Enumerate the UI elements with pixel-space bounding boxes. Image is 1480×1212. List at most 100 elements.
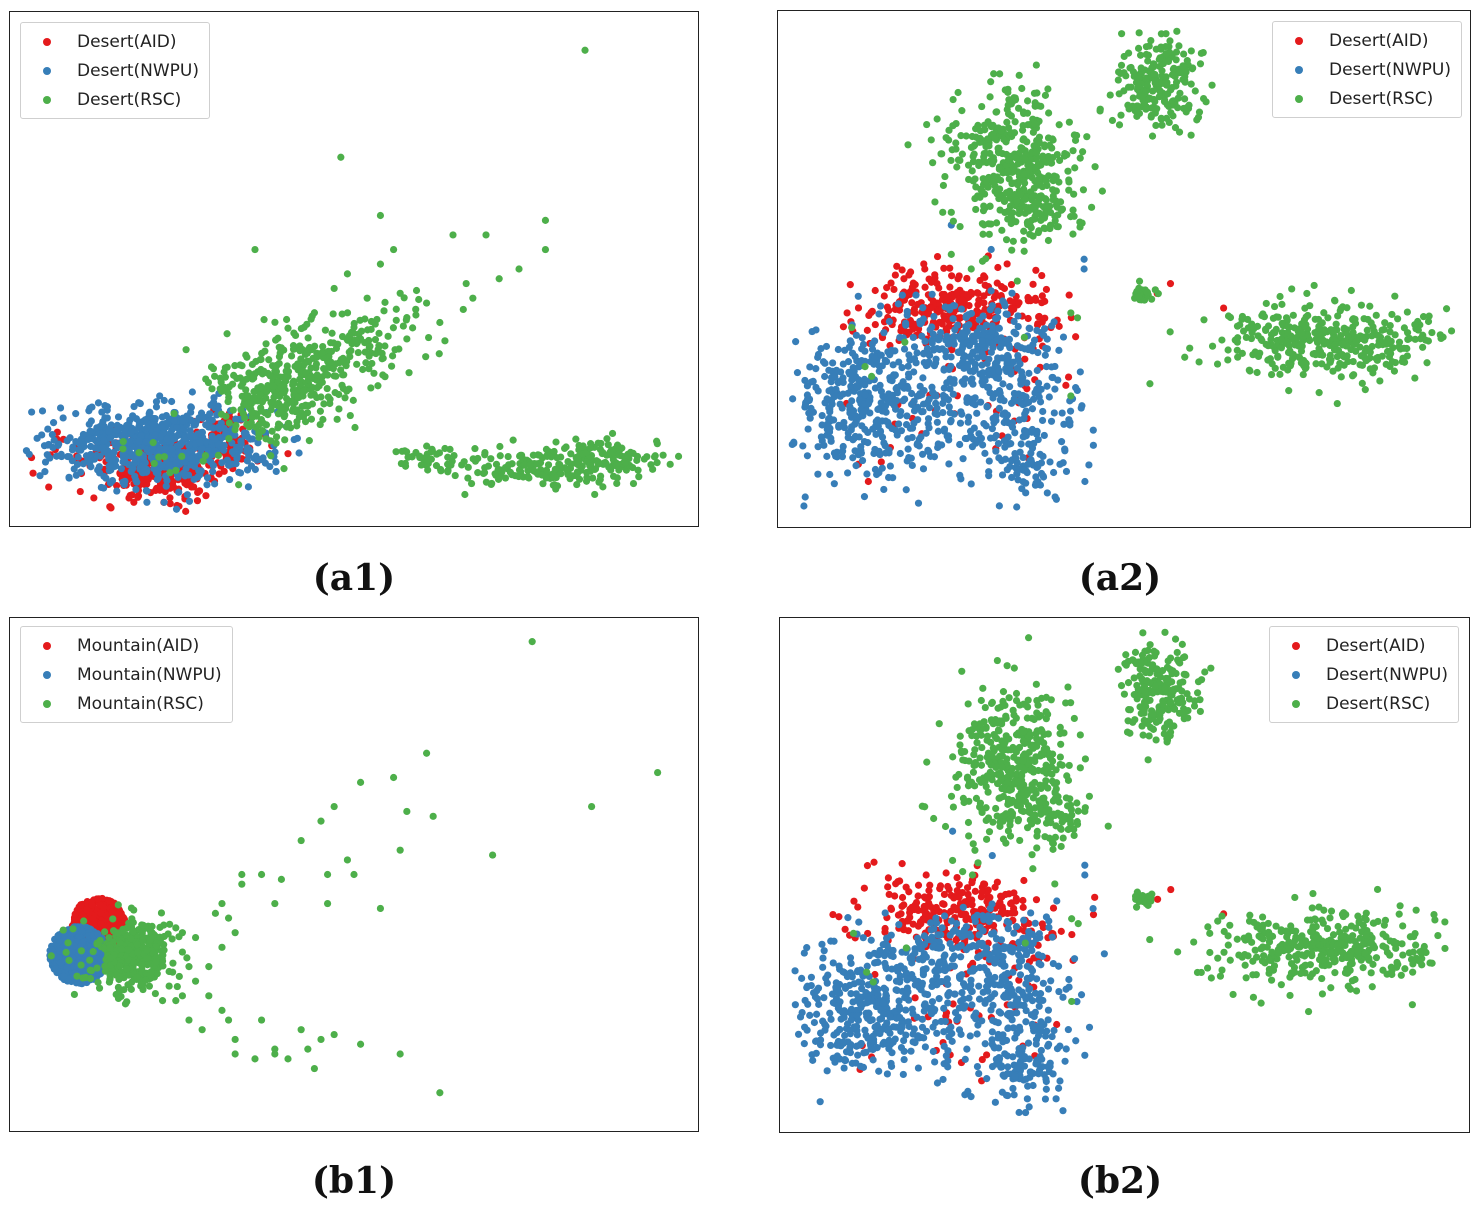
scatter-point [606,448,614,456]
scatter-point [196,438,204,447]
scatter-point [326,399,334,408]
scatter-point [993,108,1001,116]
scatter-point [941,172,949,181]
scatter-point [232,460,240,468]
scatter-point [183,491,191,499]
scatter-point [392,448,400,456]
scatter-point [119,445,127,453]
scatter-point [1324,314,1332,322]
scatter-point [119,450,127,458]
scatter-point [233,443,241,451]
scatter-point [509,436,517,444]
scatter-point [1010,317,1018,326]
scatter-point [544,461,553,469]
scatter-point [1301,364,1309,373]
scatter-point [135,399,143,407]
scatter-point [89,915,97,923]
scatter-point [461,490,469,499]
scatter-point [1312,360,1320,368]
scatter-point [1244,315,1252,323]
scatter-point [1039,152,1047,160]
scatter-point [74,453,82,461]
scatter-point [967,265,975,273]
scatter-point [175,488,183,496]
legend-marker [43,95,51,104]
scatter-point [1368,332,1376,340]
scatter-point [635,473,643,481]
scatter-point [978,337,986,345]
scatter-point [653,437,661,445]
scatter-point [954,275,962,283]
scatter-point [380,307,388,315]
scatter-point [980,221,988,229]
scatter-point [961,375,969,383]
scatter-point [945,403,953,411]
scatter-point [225,460,233,468]
scatter-point [947,250,955,258]
scatter-point [994,307,1002,315]
legend-label: Desert(NWPU) [77,60,200,81]
scatter-point [150,459,158,468]
scatter-point [1403,308,1411,316]
scatter-point [202,492,210,500]
scatter-point [859,340,868,349]
scatter-point [1374,331,1382,340]
scatter-point [954,88,962,97]
scatter-point [77,468,85,476]
scatter-point [348,339,356,347]
scatter-point [1070,190,1078,198]
scatter-point [319,415,327,424]
scatter-point [296,376,304,384]
scatter-point [359,365,367,374]
scatter-point [979,207,988,215]
scatter-point [888,424,896,433]
scatter-point [1248,328,1256,337]
scatter-point [318,373,326,381]
scatter-point [1147,104,1156,112]
scatter-point [342,362,350,370]
scatter-point [1142,105,1150,113]
scatter-point [935,284,943,292]
scatter-point [958,107,966,115]
scatter-point [653,459,661,467]
scatter-point [1027,156,1035,164]
scatter-point [865,399,873,407]
scatter-point [967,143,976,152]
scatter-point [946,264,954,272]
scatter-point [903,307,911,316]
scatter-point [1021,195,1029,203]
scatter-point [1023,97,1032,105]
scatter-point [320,365,328,373]
scatter-point [323,384,331,393]
scatter-point [1025,166,1033,174]
scatter-point [1018,368,1026,376]
scatter-point [152,469,160,477]
scatter-point [985,383,993,391]
scatter-point [1403,329,1412,337]
scatter-point [1059,333,1068,341]
scatter-point [273,391,281,399]
scatter-point [1061,447,1069,455]
scatter-point [1012,154,1020,162]
scatter-point [1187,47,1195,55]
scatter-point [1148,132,1157,140]
scatter-point [1372,354,1380,363]
scatter-point [1072,333,1080,341]
scatter-point [629,479,638,488]
scatter-point [338,332,347,341]
scatter-point [793,369,802,377]
scatter-point [1162,81,1171,89]
scatter-point [567,450,575,458]
scatter-point [1267,335,1275,343]
scatter-point [170,409,178,418]
scatter-point [1019,453,1027,462]
scatter-point [132,485,140,494]
scatter-point [1032,61,1040,69]
scatter-point [392,316,400,324]
scatter-point [381,342,389,350]
scatter-point [100,484,108,492]
scatter-point [613,441,622,449]
scatter-point [271,318,279,326]
scatter-point [826,470,834,479]
scatter-point [1072,384,1080,392]
